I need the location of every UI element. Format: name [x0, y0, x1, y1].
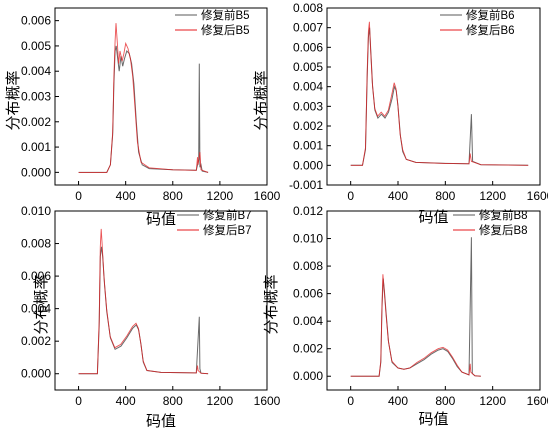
- y-axis-label: 分布概率: [263, 274, 280, 334]
- x-tick-label: 400: [388, 189, 408, 203]
- y-tick-label: 0.001: [21, 140, 51, 154]
- y-tick-label: 0.007: [293, 21, 323, 35]
- chart-panel-4: 0 400 800 1200 1600 0.000 0.002 0.004 0.006 0.008…: [263, 204, 548, 428]
- x-tick-label: 1200: [207, 394, 234, 408]
- series-line-after: [350, 21, 529, 166]
- y-tick-label: 0.012: [293, 204, 323, 218]
- legend-entry: 修复后B8: [479, 223, 528, 237]
- chart-panel-2: 0 400 800 1200 1600 -0.001 0.000 0.001 0.002 0.00…: [253, 1, 548, 226]
- legend-entry: 修复前B7: [203, 208, 252, 222]
- x-tick-label: 1200: [479, 189, 506, 203]
- y-tick-label: 0.000: [21, 165, 51, 179]
- series-line-before: [350, 27, 529, 166]
- x-tick-label: 800: [163, 189, 183, 203]
- legend-entry: 修复前B5: [201, 8, 250, 22]
- x-axis-label: 码值: [146, 211, 176, 228]
- x-tick-label: 1600: [527, 394, 548, 408]
- x-tick-label: 0: [347, 394, 354, 408]
- y-tick-label: 0.002: [293, 119, 323, 133]
- y-tick-label: 0.004: [21, 64, 51, 78]
- series-line-before: [78, 45, 209, 173]
- series-line-before: [350, 237, 481, 377]
- y-tick-label: 0.002: [21, 334, 51, 348]
- series-line-after: [78, 228, 209, 375]
- y-tick-label: 0.003: [293, 99, 323, 113]
- x-tick-label: 0: [75, 189, 82, 203]
- x-tick-label: 1600: [254, 394, 281, 408]
- x-axis-label: 码值: [418, 209, 448, 226]
- y-tick-label: 0.008: [293, 1, 323, 15]
- axes-frame: [326, 210, 541, 391]
- x-tick-label: 800: [435, 189, 455, 203]
- y-tick-label: 0.006: [293, 40, 323, 54]
- y-tick-label: 0.004: [293, 314, 323, 328]
- legend-entry: 修复后B5: [201, 23, 250, 37]
- y-tick-label: 0.000: [293, 158, 323, 172]
- x-tick-label: 800: [435, 394, 455, 408]
- y-tick-label: 0.005: [293, 60, 323, 74]
- x-tick-label: 400: [116, 189, 136, 203]
- legend-entry: 修复后B7: [203, 223, 252, 237]
- y-tick-label: 0.010: [21, 204, 51, 218]
- y-axis-label: 分布概率: [253, 70, 270, 130]
- y-tick-label: 0.004: [293, 80, 323, 94]
- series-line-after: [78, 23, 209, 173]
- series-line-after: [350, 274, 481, 377]
- legend-entry: 修复前B8: [479, 208, 528, 222]
- axes-frame: [54, 210, 268, 391]
- x-tick-label: 1600: [527, 189, 548, 203]
- x-axis-label: 码值: [418, 411, 448, 428]
- x-tick-label: 400: [116, 394, 136, 408]
- y-axis-label: 分布概率: [5, 70, 22, 130]
- y-tick-label: 0.008: [21, 237, 51, 251]
- y-tick-label: 0.006: [293, 287, 323, 301]
- y-tick-label: 0.002: [21, 115, 51, 129]
- y-tick-label: -0.001: [289, 178, 323, 192]
- legend-entry: 修复后B6: [466, 23, 515, 37]
- y-tick-label: 0.002: [293, 342, 323, 356]
- x-tick-label: 1200: [479, 394, 506, 408]
- x-tick-label: 400: [388, 394, 408, 408]
- y-tick-label: 0.006: [21, 269, 51, 283]
- chart-panel-1: 0 400 800 1200 1600 0.000 0.001 0.002 0.003 0.004…: [5, 7, 281, 228]
- y-tick-label: 0.001: [293, 139, 323, 153]
- y-tick-label: 0.004: [21, 302, 51, 316]
- y-tick-label: 0.000: [293, 369, 323, 383]
- x-tick-label: 800: [163, 394, 183, 408]
- y-tick-label: 0.000: [21, 367, 51, 381]
- y-tick-label: 0.008: [293, 259, 323, 273]
- y-tick-label: 0.006: [21, 14, 51, 28]
- x-tick-label: 0: [347, 189, 354, 203]
- x-tick-label: 1600: [254, 189, 281, 203]
- legend-entry: 修复前B6: [466, 8, 515, 22]
- x-tick-label: 0: [75, 394, 82, 408]
- y-tick-label: 0.005: [21, 39, 51, 53]
- x-axis-label: 码值: [146, 413, 176, 430]
- y-tick-label: 0.010: [293, 232, 323, 246]
- chart-panel-3: 0 400 800 1200 1600 0.000 0.002 0.004 0.006 0.008…: [21, 204, 281, 430]
- x-tick-label: 1200: [207, 189, 234, 203]
- series-line-before: [78, 246, 209, 375]
- y-tick-label: 0.003: [21, 90, 51, 104]
- y-axis-label: 分布概率: [33, 274, 50, 334]
- axes-frame: [326, 7, 541, 186]
